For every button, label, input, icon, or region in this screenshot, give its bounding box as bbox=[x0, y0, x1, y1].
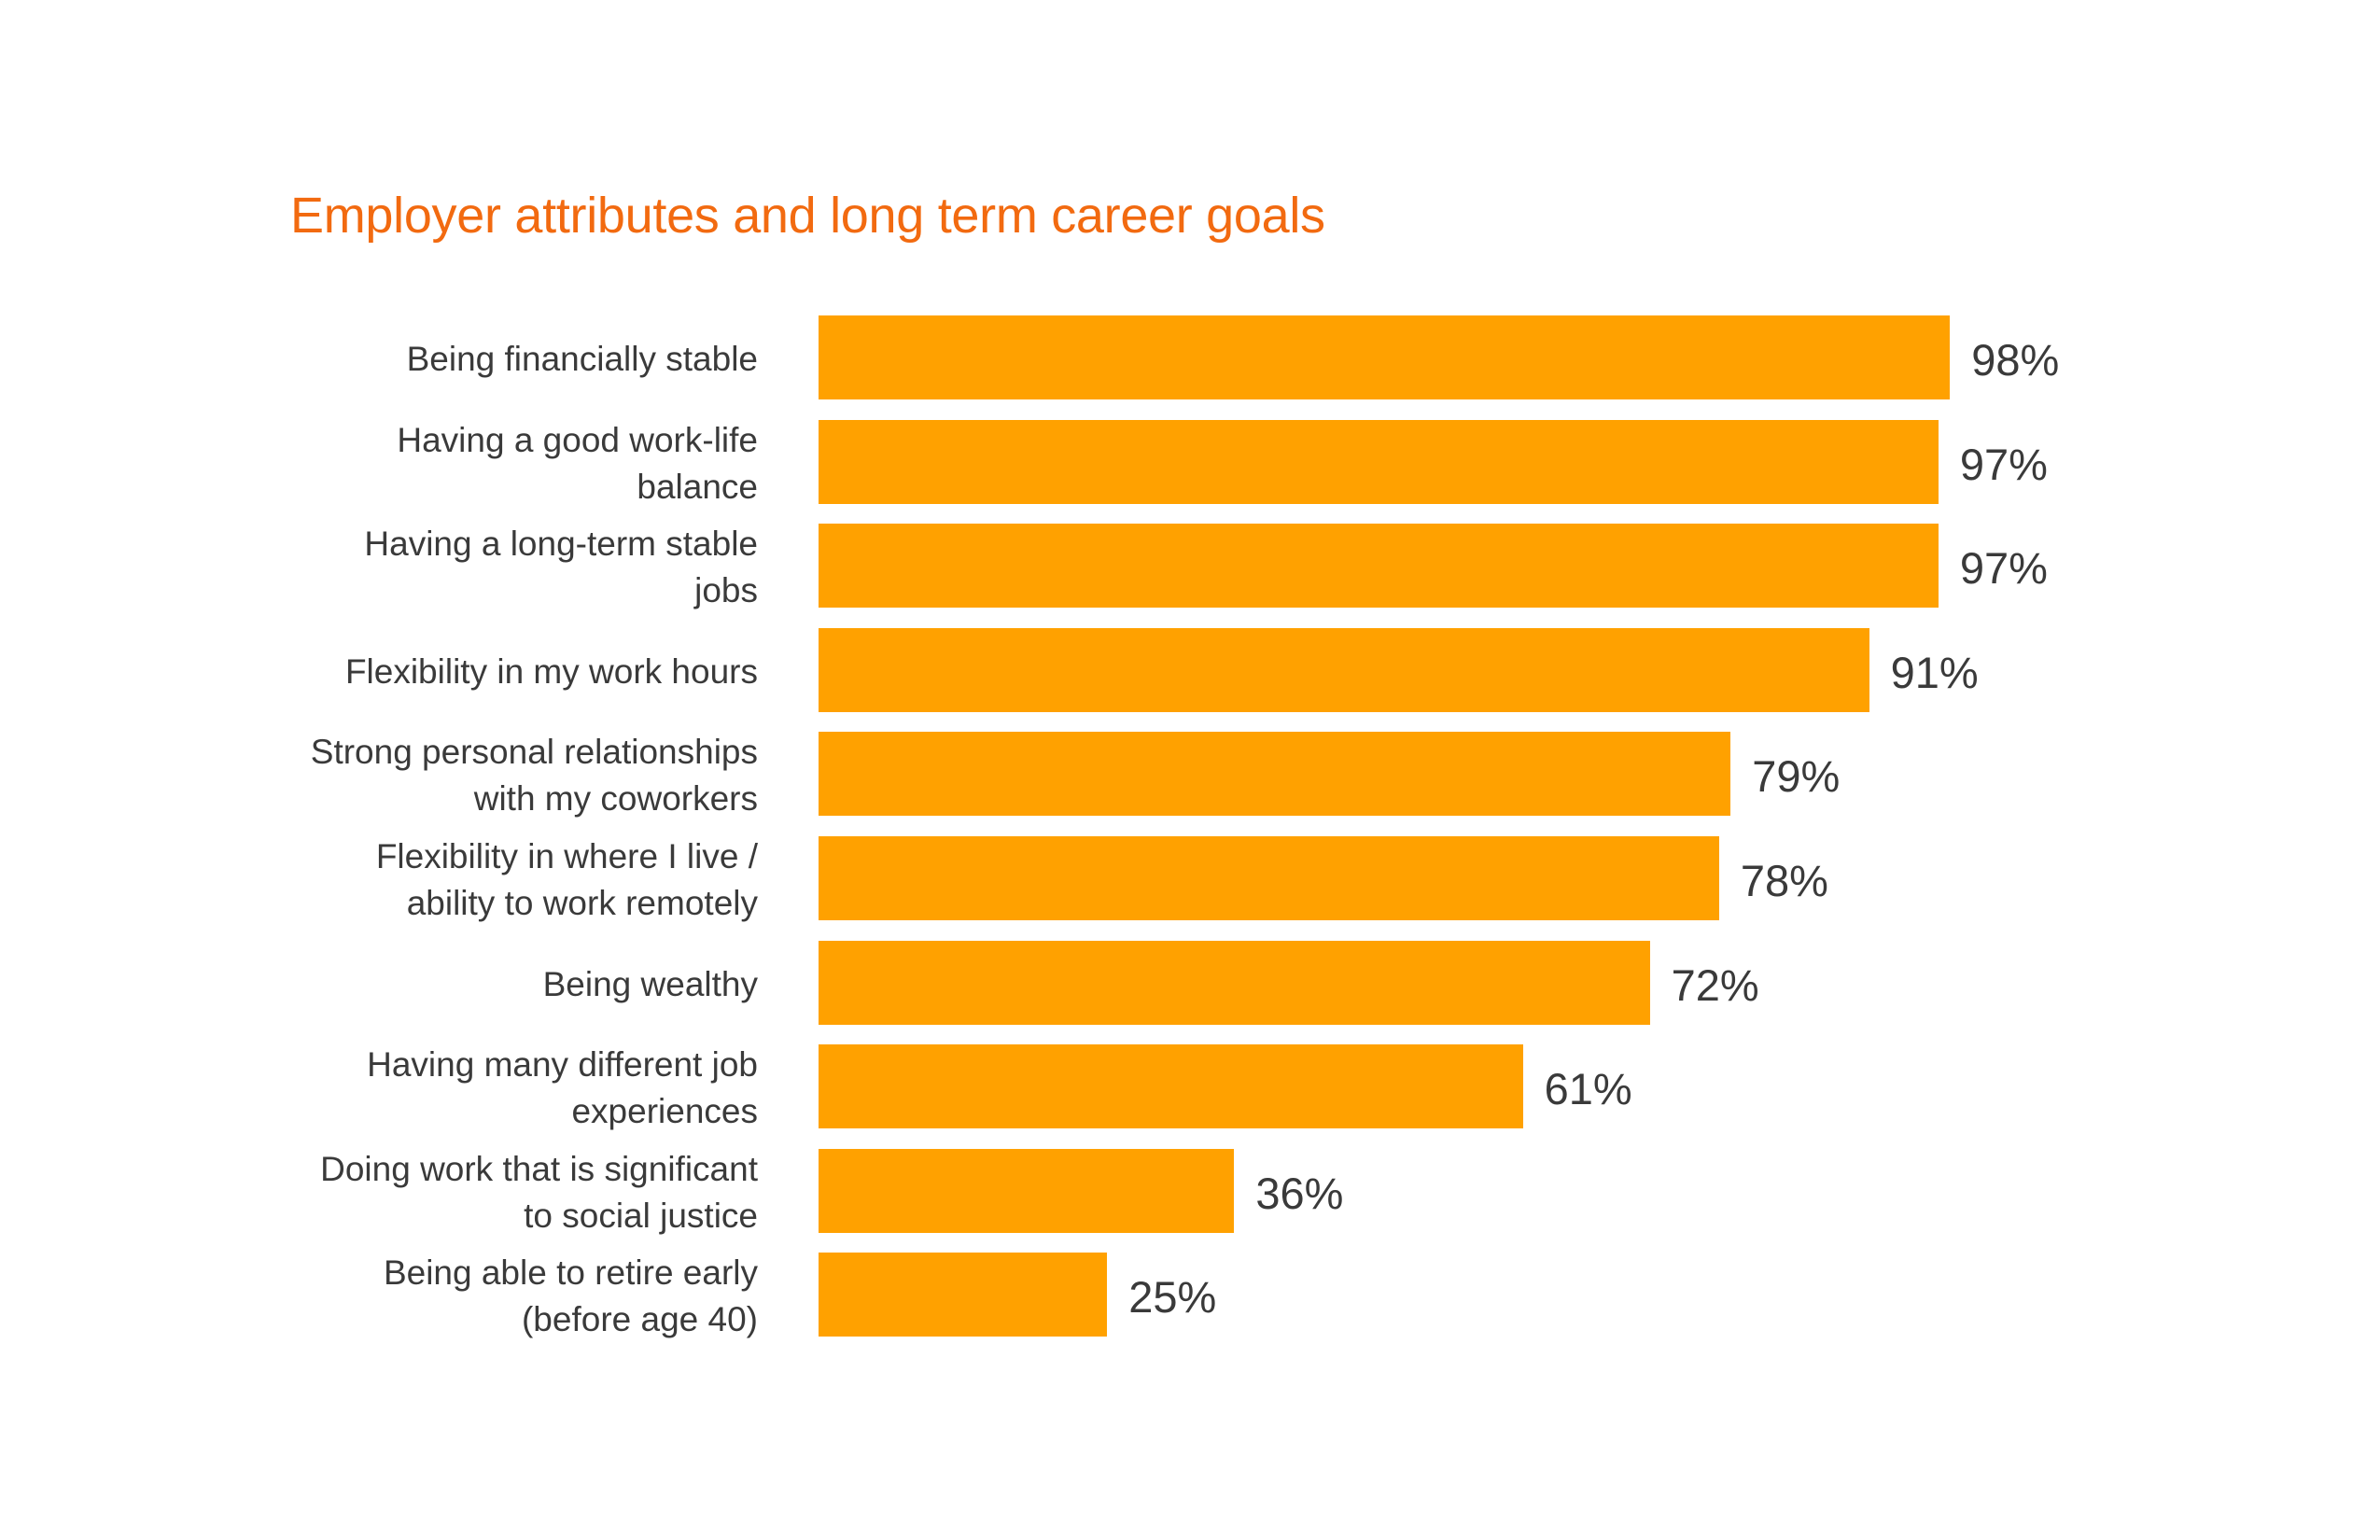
bar bbox=[819, 419, 1939, 504]
bar bbox=[819, 732, 1731, 817]
category-label: Being wealthy bbox=[542, 964, 758, 1003]
bar bbox=[819, 1253, 1108, 1337]
bar bbox=[819, 627, 1869, 712]
data-label: 97% bbox=[1959, 439, 2048, 489]
data-label: 91% bbox=[1890, 647, 1979, 697]
data-label: 78% bbox=[1740, 856, 1828, 905]
chart-title: Employer attributes and long term career… bbox=[290, 188, 1325, 244]
bar bbox=[819, 940, 1650, 1025]
data-label: 79% bbox=[1752, 751, 1841, 802]
bar bbox=[819, 836, 1719, 920]
category-label: Having a good work-life balance bbox=[397, 420, 758, 506]
category-label: Being financially stable bbox=[406, 340, 758, 378]
category-label: Flexibility in where I live / ability to… bbox=[375, 837, 758, 922]
category-label: Strong personal relationships with my co… bbox=[310, 733, 758, 819]
data-label: 36% bbox=[1255, 1168, 1344, 1218]
category-label: Having many different job experiences bbox=[367, 1045, 758, 1131]
category-label: Being able to retire early (before age 4… bbox=[383, 1253, 758, 1339]
bar bbox=[819, 1148, 1235, 1233]
bar bbox=[819, 1044, 1523, 1129]
data-label: 97% bbox=[1959, 543, 2048, 594]
category-label: Having a long-term stable jobs bbox=[364, 525, 758, 610]
data-label: 98% bbox=[1971, 335, 2060, 385]
data-label: 72% bbox=[1671, 959, 1759, 1010]
category-label: Flexibility in my work hours bbox=[344, 651, 758, 691]
bar bbox=[819, 315, 1951, 399]
data-label: 25% bbox=[1128, 1272, 1217, 1323]
bar bbox=[819, 524, 1939, 609]
data-label: 61% bbox=[1544, 1064, 1632, 1114]
category-label: Doing work that is significant to social… bbox=[320, 1149, 758, 1235]
